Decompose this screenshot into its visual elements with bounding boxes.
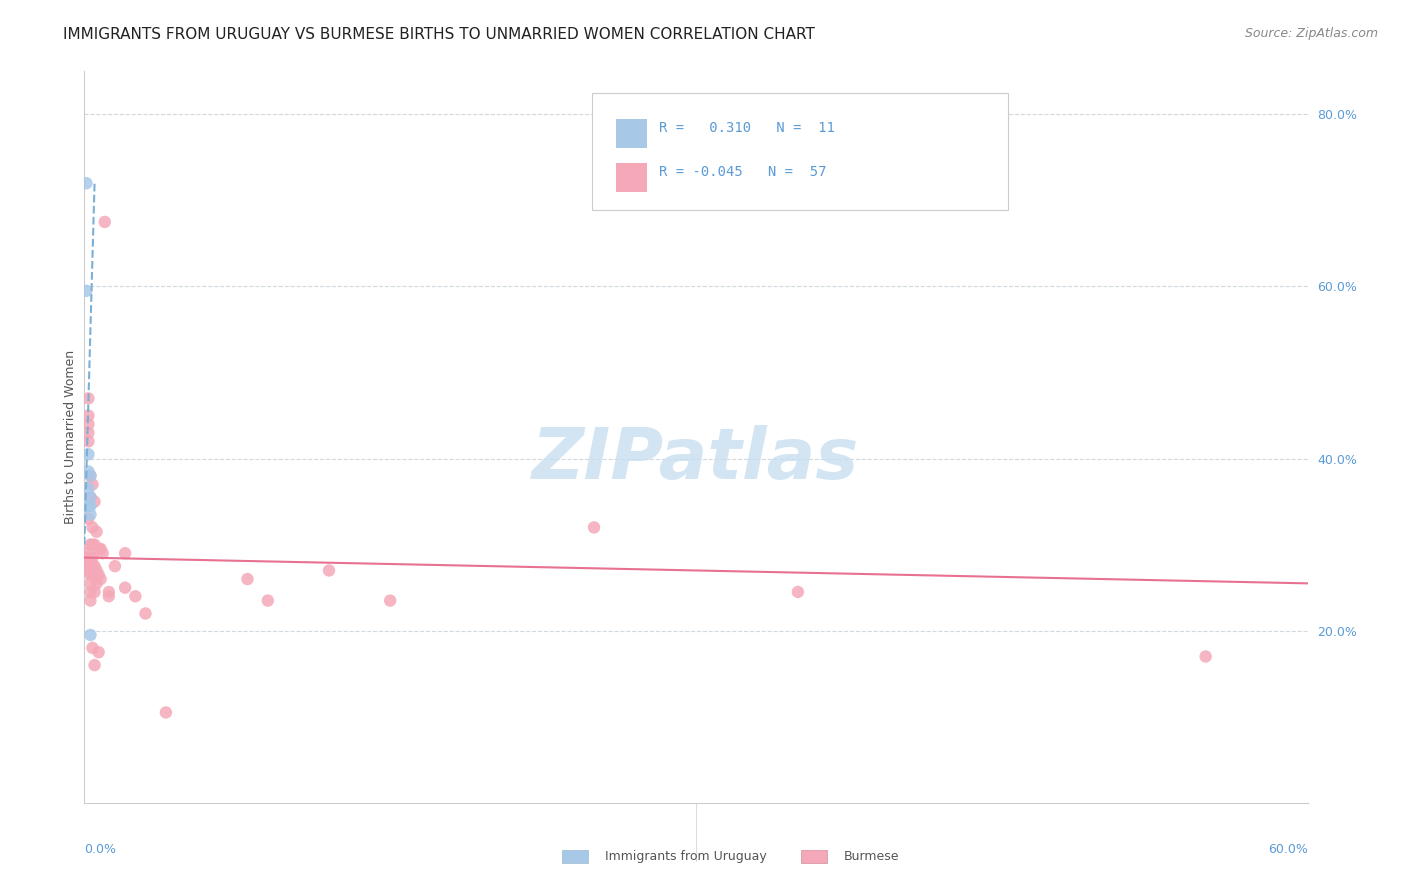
FancyBboxPatch shape [616,162,647,192]
Point [104,559,127,574]
Text: R = -0.045   N =  57: R = -0.045 N = 57 [659,165,827,179]
Point [75,550,97,565]
Point [79,593,101,607]
Point [75,546,97,560]
Point [83,494,105,508]
Point [97,589,120,603]
FancyBboxPatch shape [616,119,647,148]
Point [90,541,112,556]
Point [155,706,177,720]
Point [82,550,104,565]
Point [83,559,105,574]
Point [318,564,340,578]
Point [97,585,120,599]
Point [114,581,136,595]
Point [79,499,101,513]
Point [114,546,136,560]
Point [236,572,259,586]
Point [87,567,110,582]
Point [380,593,402,607]
Text: Immigrants from Uruguay: Immigrants from Uruguay [605,850,766,863]
Point [77,465,100,479]
Point [75,555,97,569]
Point [77,392,100,406]
Point [77,482,100,496]
Point [83,567,105,582]
Text: 0.0%: 0.0% [84,843,117,856]
Point [93,215,117,229]
Point [79,491,101,505]
Point [77,512,100,526]
Point [79,550,101,565]
Text: R =   0.310   N =  11: R = 0.310 N = 11 [659,121,835,136]
Point [75,559,97,574]
Text: Burmese: Burmese [844,850,898,863]
Point [87,541,110,556]
Point [583,520,606,534]
Point [82,520,104,534]
Point [75,284,97,298]
Point [79,576,101,591]
Point [1195,649,1218,664]
Point [787,585,810,599]
Text: ZIPatlas: ZIPatlas [533,425,859,493]
Point [82,477,104,491]
Point [77,564,100,578]
Point [86,524,108,539]
Point [79,585,101,599]
Text: 60.0%: 60.0% [1268,843,1308,856]
Point [77,425,100,440]
Point [79,491,101,505]
Point [82,567,104,582]
Point [79,567,101,582]
Point [90,572,112,586]
Point [79,468,101,483]
Point [83,658,105,673]
Point [91,546,114,560]
Point [79,468,101,483]
Point [82,559,104,574]
Point [77,434,100,449]
Y-axis label: Births to Unmarried Women: Births to Unmarried Women [65,350,77,524]
Text: Source: ZipAtlas.com: Source: ZipAtlas.com [1244,27,1378,40]
Point [87,645,110,659]
Point [257,593,280,607]
Text: IMMIGRANTS FROM URUGUAY VS BURMESE BIRTHS TO UNMARRIED WOMEN CORRELATION CHART: IMMIGRANTS FROM URUGUAY VS BURMESE BIRTH… [63,27,815,42]
Point [75,176,97,190]
Point [82,640,104,655]
Point [79,538,101,552]
Point [86,564,108,578]
Point [77,499,100,513]
Point [79,508,101,522]
Point [124,589,146,603]
Point [135,607,157,621]
Point [77,417,100,432]
Point [82,538,104,552]
Point [79,628,101,642]
Point [83,585,105,599]
Point [77,447,100,461]
FancyBboxPatch shape [592,94,1008,211]
Point [86,576,108,591]
Point [83,538,105,552]
Point [77,409,100,423]
